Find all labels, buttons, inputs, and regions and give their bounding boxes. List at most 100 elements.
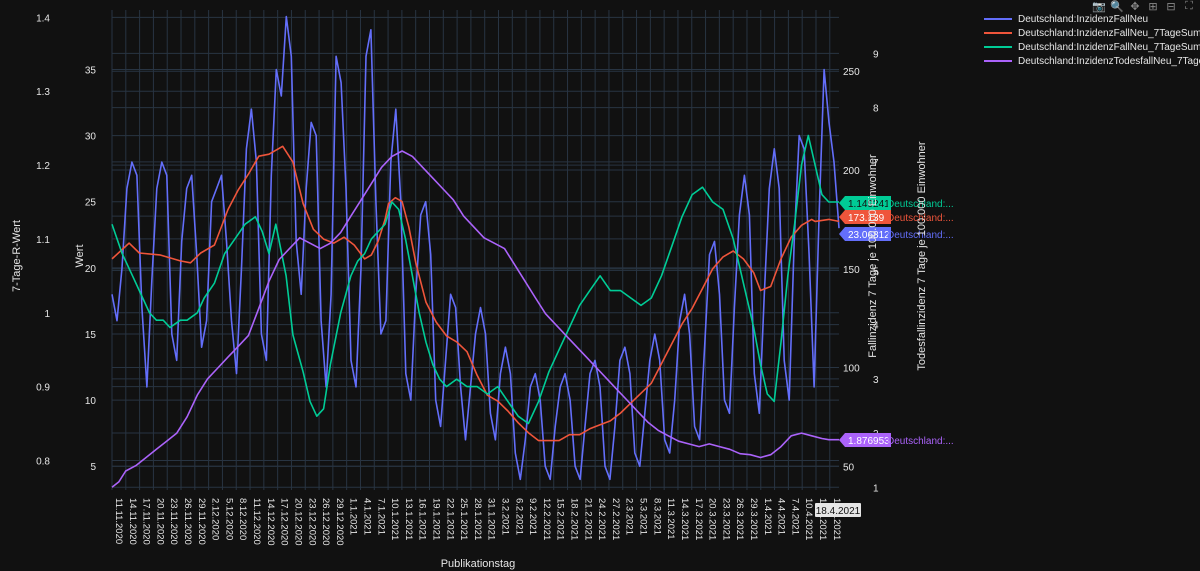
hover-value: 23.06812 bbox=[848, 230, 890, 241]
series-lines bbox=[111, 15, 840, 488]
y-tick-label-todesfall: 8 bbox=[873, 104, 879, 115]
legend-label: Deutschland:InzidenzFallNeu_7TageSumme_R bbox=[1018, 41, 1200, 53]
x-tick-label: 2.12.2020 bbox=[210, 498, 221, 540]
hover-x-box bbox=[815, 503, 861, 517]
y-tick-label-fallinzidenz: 100 bbox=[843, 364, 860, 375]
y-axis-title-rwert: 7-Tage-R-Wert bbox=[11, 220, 23, 292]
x-tick-label: 26.3.2021 bbox=[734, 498, 745, 540]
y-tick-label-todesfall: 7 bbox=[873, 158, 879, 169]
y-tick-label-wert: 25 bbox=[85, 198, 97, 209]
x-tick-label: 6.2.2021 bbox=[513, 498, 524, 535]
legend-swatch bbox=[984, 18, 1012, 20]
hover-x-text: 18.4.2021 bbox=[816, 506, 861, 517]
y-tick-label-rwert: 1.3 bbox=[36, 87, 50, 98]
y-tick-label-rwert: 1.4 bbox=[36, 13, 50, 24]
x-tick-label: 4.1.2021 bbox=[361, 498, 372, 535]
x-tick-label: 14.3.2021 bbox=[679, 498, 690, 540]
x-tick-label: 31.1.2021 bbox=[486, 498, 497, 540]
x-tick-label: 22.1.2021 bbox=[444, 498, 455, 540]
x-tick-label: 17.12.2020 bbox=[279, 498, 290, 546]
legend-item[interactable]: Deutschland:InzidenzFallNeu_7TageSumme_R bbox=[984, 40, 1200, 54]
y-tick-label-fallinzidenz: 200 bbox=[843, 166, 860, 177]
x-tick-label: 12.2.2021 bbox=[541, 498, 552, 540]
grid bbox=[111, 10, 839, 490]
x-tick-label: 2.3.2021 bbox=[624, 498, 635, 535]
x-tick-label: 26.11.2020 bbox=[182, 498, 193, 545]
x-tick-label: 10.1.2021 bbox=[389, 498, 400, 540]
hover-trace: Deutschland:... bbox=[887, 213, 954, 224]
y-tick-label-rwert: 0.8 bbox=[36, 456, 50, 467]
legend-item[interactable]: Deutschland:InzidenzTodesfallNeu_7TageSu… bbox=[984, 54, 1200, 68]
hover-value: 1.149241 bbox=[848, 199, 890, 210]
x-tick-label: 1.1.2021 bbox=[348, 498, 359, 535]
x-tick-label: 17.3.2021 bbox=[693, 498, 704, 540]
y-tick-label-wert: 10 bbox=[85, 396, 97, 407]
x-tick-label: 20.11.2020 bbox=[154, 498, 165, 545]
y-axis-title-wert: Wert bbox=[74, 244, 86, 267]
x-tick-label: 16.1.2021 bbox=[417, 498, 428, 540]
hover-trace: Deutschland:... bbox=[887, 230, 954, 241]
legend-label: Deutschland:InzidenzFallNeu bbox=[1018, 13, 1149, 25]
y-tick-label-wert: 35 bbox=[85, 66, 97, 77]
x-tick-label: 11.12.2020 bbox=[251, 498, 262, 545]
x-tick-label: 8.12.2020 bbox=[237, 498, 248, 540]
legend-swatch bbox=[984, 60, 1012, 62]
x-tick-label: 27.2.2021 bbox=[610, 498, 621, 540]
x-tick-label: 11.11.2020 bbox=[113, 498, 124, 544]
hover-trace: Deutschland:... bbox=[887, 199, 954, 210]
legend: Deutschland:InzidenzFallNeu Deutschland:I… bbox=[984, 12, 1200, 68]
zoom-out-icon[interactable]: ⊟ bbox=[1166, 1, 1176, 13]
x-tick-label: 29.11.2020 bbox=[196, 498, 207, 545]
x-tick-label: 7.1.2021 bbox=[375, 498, 386, 535]
zoom-in-icon[interactable]: ⊞ bbox=[1148, 1, 1158, 13]
y-tick-label-todesfall: 4 bbox=[873, 321, 879, 332]
zoom-icon[interactable]: 🔍 bbox=[1110, 1, 1124, 13]
series-line bbox=[111, 150, 839, 488]
legend-swatch bbox=[984, 32, 1012, 34]
hover-label: 23.06812Deutschland:... bbox=[839, 227, 954, 241]
x-tick-label: 3.2.2021 bbox=[500, 498, 511, 535]
hover-pointer bbox=[839, 210, 891, 224]
x-tick-label: 1.4.2021 bbox=[762, 498, 773, 535]
hover-label: 1.149241Deutschland:... bbox=[839, 196, 954, 210]
x-tick-label: 20.3.2021 bbox=[707, 498, 718, 540]
x-tick-label: 13.1.2021 bbox=[403, 498, 414, 540]
x-tick-label: 29.12.2020 bbox=[334, 498, 345, 546]
legend-item[interactable]: Deutschland:InzidenzFallNeu_7TageSumme bbox=[984, 26, 1200, 40]
legend-label: Deutschland:InzidenzTodesfallNeu_7TageSu… bbox=[1018, 55, 1200, 67]
camera-icon[interactable]: 📷 bbox=[1092, 1, 1106, 13]
y-tick-label-rwert: 1 bbox=[44, 309, 50, 320]
x-tick-label: 24.2.2021 bbox=[596, 498, 607, 540]
legend-item[interactable]: Deutschland:InzidenzFallNeu bbox=[984, 12, 1200, 26]
x-tick-label: 20.12.2020 bbox=[292, 498, 303, 546]
y-tick-label-fallinzidenz: 50 bbox=[843, 462, 855, 473]
x-tick-label: 16.4.2021 bbox=[831, 498, 842, 540]
y-tick-label-wert: 5 bbox=[90, 462, 96, 473]
y-axis-title-todesfall: Todesfallinzidenz 7 Tage je 100.000 Einw… bbox=[916, 141, 928, 370]
legend-swatch bbox=[984, 46, 1012, 48]
hover-value: 173.139 bbox=[848, 213, 885, 224]
y-tick-label-fallinzidenz: 250 bbox=[843, 67, 860, 78]
hover-trace: Deutschland:... bbox=[887, 436, 954, 447]
hover-pointer bbox=[839, 196, 891, 210]
y-tick-label-rwert: 1.1 bbox=[36, 235, 50, 246]
pan-icon[interactable]: ✥ bbox=[1130, 1, 1140, 13]
x-tick-label: 26.12.2020 bbox=[320, 498, 331, 546]
y-tick-label-fallinzidenz: 150 bbox=[843, 265, 860, 276]
x-tick-label: 29.3.2021 bbox=[748, 498, 759, 540]
x-tick-label: 15.2.2021 bbox=[555, 498, 566, 540]
hover-label: 173.139 Deutschland:... bbox=[839, 210, 954, 224]
autoscale-icon[interactable]: ⛶ bbox=[1185, 0, 1193, 12]
x-tick-label: 23.12.2020 bbox=[306, 498, 317, 546]
x-tick-label: 23.11.2020 bbox=[168, 498, 179, 545]
series-line bbox=[111, 15, 840, 481]
y-tick-label-wert: 30 bbox=[85, 132, 97, 143]
tick-labels: 11.11.2020 14.11.2020 17.11.2020 20.11.2020… bbox=[36, 13, 879, 545]
x-tick-label: 23.3.2021 bbox=[720, 498, 731, 540]
hover-x-label: 18.4.2021 bbox=[815, 503, 861, 517]
x-tick-label: 14.11.2020 bbox=[127, 498, 138, 545]
x-tick-label: 11.3.2021 bbox=[665, 498, 676, 540]
legend-label: Deutschland:InzidenzFallNeu_7TageSumme bbox=[1018, 27, 1200, 39]
